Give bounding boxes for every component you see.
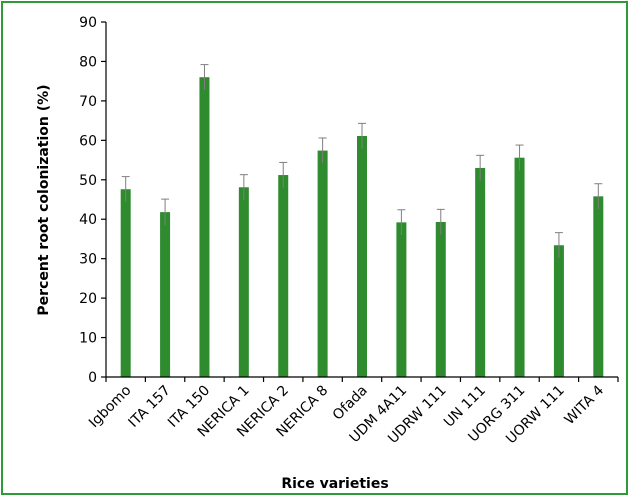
error-bars	[121, 64, 603, 258]
bar	[475, 167, 486, 377]
x-tick-label: ITA 157	[126, 383, 174, 431]
error-bar	[239, 174, 248, 200]
x-tick-label: Igbomo	[86, 383, 135, 432]
bar	[514, 157, 525, 377]
error-bar	[200, 64, 209, 90]
error-bar	[436, 208, 445, 235]
bar	[160, 212, 171, 377]
error-bar	[121, 176, 130, 202]
error-bar	[279, 161, 288, 188]
bar	[120, 189, 131, 377]
bars	[120, 77, 604, 377]
error-bar	[318, 137, 327, 164]
bar	[593, 196, 604, 377]
y-tick-label: 50	[79, 173, 97, 189]
bar	[238, 187, 249, 377]
bar	[435, 221, 446, 377]
bar	[396, 222, 407, 377]
y-axis-title: Percent root colonization (%)	[36, 84, 52, 315]
y-tick-label: 0	[88, 370, 97, 386]
y-tick-label: 60	[79, 133, 97, 149]
y-tick-label: 40	[79, 212, 97, 228]
bar	[278, 175, 289, 377]
bar	[317, 150, 328, 377]
y-tick-label: 80	[79, 54, 97, 70]
y-axis-ticks: 0 10 20 30 40 50 60 70 80 90	[79, 15, 106, 386]
error-bar	[161, 198, 170, 226]
y-tick-label: 10	[79, 331, 97, 347]
error-bar	[397, 209, 406, 235]
bar	[553, 245, 564, 377]
x-tick-label: WITA 4	[562, 382, 608, 428]
bar	[357, 135, 367, 377]
bar	[199, 77, 210, 377]
y-tick-label: 20	[79, 291, 97, 307]
error-bar	[515, 144, 524, 171]
y-tick-label: 30	[79, 252, 97, 268]
error-bar	[476, 154, 485, 181]
error-bar	[358, 122, 366, 149]
error-bar	[554, 232, 563, 258]
y-tick-label: 90	[79, 15, 97, 31]
error-bar	[594, 183, 603, 209]
y-tick-label: 70	[79, 94, 97, 110]
x-axis-title: Rice varieties	[281, 476, 388, 492]
